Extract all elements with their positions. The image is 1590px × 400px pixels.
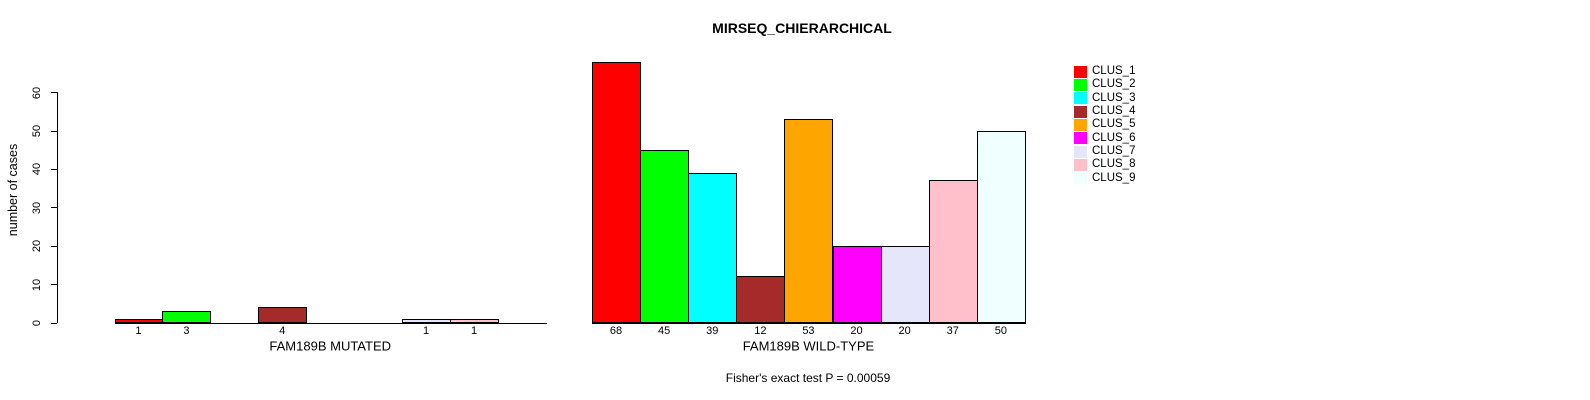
bar-value-label: 20 — [850, 325, 863, 337]
fisher-test-annotation: Fisher's exact test P = 0.00059 — [725, 371, 891, 385]
legend-label: CLUS_9 — [1092, 171, 1136, 184]
y-tick-label: 10 — [31, 278, 43, 291]
legend-item: CLUS_9 — [1074, 172, 1135, 185]
bar-clus_1 — [592, 61, 642, 324]
legend-item: CLUS_5 — [1074, 118, 1135, 131]
y-tick-label: 20 — [31, 240, 43, 253]
bar-clus_4 — [736, 276, 786, 324]
y-axis-label: number of cases — [6, 143, 20, 237]
bar-value-label: 39 — [706, 325, 719, 337]
bar-clus_5 — [784, 119, 834, 324]
legend-swatch-clus_1 — [1074, 65, 1087, 78]
y-axis-tick — [51, 168, 57, 170]
legend-swatch-clus_8 — [1074, 158, 1087, 171]
y-axis-tick — [51, 245, 57, 247]
bar-clus_8 — [928, 180, 978, 324]
y-axis-line — [57, 92, 58, 324]
legend-swatch-clus_9 — [1074, 172, 1087, 185]
bar-clus_2 — [162, 310, 212, 324]
y-tick-label: 0 — [31, 319, 43, 327]
y-axis-tick — [51, 322, 57, 324]
bar-value-label: 1 — [423, 325, 430, 337]
bar-value-label: 68 — [609, 325, 623, 337]
bar-value-label: 20 — [898, 325, 911, 337]
legend-label: CLUS_1 — [1092, 65, 1136, 77]
bar-clus_7 — [402, 318, 452, 324]
bar-value-label: 4 — [279, 325, 286, 337]
bar-clus_3 — [688, 172, 738, 324]
bar-value-label: 37 — [946, 325, 959, 337]
legend-swatch-clus_5 — [1074, 118, 1087, 131]
legend-swatch-clus_2 — [1074, 78, 1087, 91]
y-axis-tick — [51, 284, 57, 286]
y-axis-tick — [51, 92, 57, 94]
legend-label: CLUS_5 — [1092, 118, 1136, 131]
bar-clus_2 — [640, 149, 690, 324]
x-axis-line — [114, 322, 547, 324]
legend-swatch-clus_7 — [1074, 145, 1087, 158]
legend-swatch-clus_3 — [1074, 92, 1087, 105]
y-tick-label: 50 — [31, 124, 43, 138]
y-tick-label: 60 — [31, 86, 43, 99]
y-axis-tick — [51, 130, 57, 132]
legend-item: CLUS_1 — [1074, 65, 1135, 78]
x-axis-label: FAM189B WILD-TYPE — [742, 338, 875, 354]
x-axis-label: FAM189B MUTATED — [269, 338, 392, 354]
legend-label: CLUS_3 — [1092, 91, 1136, 104]
legend-item: CLUS_8 — [1074, 158, 1135, 171]
legend-item: CLUS_2 — [1074, 78, 1135, 91]
legend-item: CLUS_7 — [1074, 145, 1135, 158]
legend-item: CLUS_6 — [1074, 132, 1135, 145]
bar-clus_6 — [832, 245, 882, 324]
bar-clus_4 — [258, 307, 308, 324]
y-tick-label: 30 — [31, 201, 43, 214]
legend-label: CLUS_7 — [1092, 145, 1136, 158]
bar-clus_1 — [114, 318, 164, 324]
bar-value-label: 1 — [470, 325, 478, 337]
y-tick-label: 40 — [31, 163, 43, 176]
legend-label: CLUS_6 — [1092, 131, 1136, 144]
legend-label: CLUS_4 — [1092, 105, 1136, 118]
legend-item: CLUS_3 — [1074, 92, 1135, 105]
bar-value-label: 50 — [994, 325, 1007, 337]
bar-clus_8 — [450, 318, 500, 324]
legend-label: CLUS_2 — [1092, 78, 1136, 91]
bar-value-label: 45 — [658, 325, 671, 337]
legend-item: CLUS_4 — [1074, 105, 1135, 118]
legend-swatch-clus_4 — [1074, 105, 1087, 118]
y-axis-tick — [51, 207, 57, 209]
legend-label: CLUS_8 — [1092, 158, 1136, 171]
bar-value-label: 3 — [183, 325, 190, 337]
bar-value-label: 12 — [754, 325, 767, 337]
chart-title: MIRSEQ_CHIERARCHICAL — [712, 20, 892, 36]
bar-value-label: 53 — [802, 325, 815, 337]
bar-clus_7 — [880, 245, 930, 324]
legend-swatch-clus_6 — [1074, 132, 1087, 145]
bar-clus_9 — [976, 130, 1026, 324]
bar-value-label: 1 — [135, 325, 142, 337]
